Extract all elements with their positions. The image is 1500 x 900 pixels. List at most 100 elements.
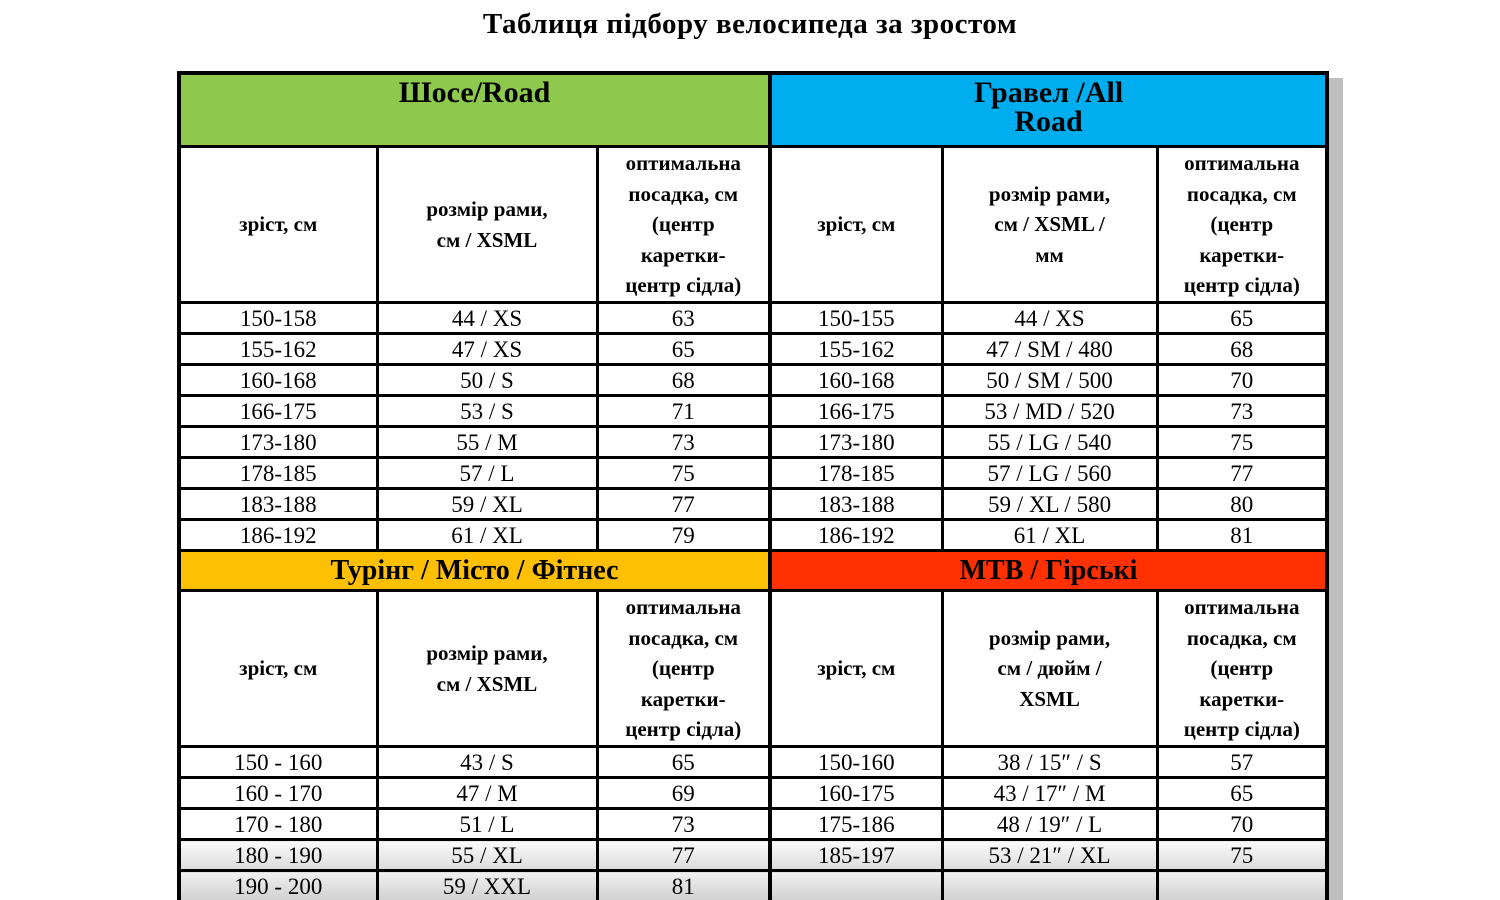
section-header-mtb: MTB / Гірські [768,549,1329,592]
table-row: 155-162 47 / XS 65 155-162 47 / SM / 480 68 [177,332,1329,366]
table-cell: 59 / XL [375,487,599,521]
table-cell: 43 / 17″ / M [940,776,1159,810]
table-row: 180 - 190 55 / XL 77 185-197 53 / 21″ / XL 75 [177,838,1329,872]
table-cell: 55 / M [375,425,599,459]
table-row: 150-158 44 / XS 63 150-155 44 / XS 65 [177,301,1329,335]
table-cell: 65 [595,745,772,779]
table-cell: 160-168 [177,363,379,397]
table-cell: 51 / L [375,807,599,841]
table-cell: 160-175 [768,776,944,810]
bike-size-table: Шосе/Road Гравел /All Road зріст, см роз… [177,71,1330,900]
table-cell: 48 / 19″ / L [940,807,1159,841]
col-header-touring-fit: оптимальна посадка, см (центр каретки- ц… [595,589,772,748]
col-header-touring-frame: розмір рами, см / XSML [375,589,599,748]
table-cell: 80 [1155,487,1329,521]
table-cell [1155,869,1329,900]
table-row: 178-185 57 / L 75 178-185 57 / LG / 560 77 [177,456,1329,490]
table-cell: 71 [595,394,772,428]
table-cell: 79 [595,518,772,552]
table-cell: 59 / XXL [375,869,599,900]
page-title: Таблиця підбору велосипеда за зростом [482,8,1018,40]
table-cell: 77 [1155,456,1329,490]
table-cell: 44 / XS [940,301,1159,335]
table-cell: 73 [595,807,772,841]
table-row: 183-188 59 / XL 77 183-188 59 / XL / 580 80 [177,487,1329,521]
table-cell: 63 [595,301,772,335]
table-cell: 75 [1155,425,1329,459]
table-row: 170 - 180 51 / L 73 175-186 48 / 19″ / L 70 [177,807,1329,841]
col-header-road-frame: розмір рами, см / XSML [375,145,599,304]
column-header-row-top: зріст, см розмір рами, см / XSML оптимал… [177,145,1329,304]
col-header-gravel-fit: оптимальна посадка, см (центр каретки- ц… [1155,145,1329,304]
table-row: 186-192 61 / XL 79 186-192 61 / XL 81 [177,518,1329,552]
table-cell: 160 - 170 [177,776,379,810]
col-header-mtb-frame: розмір рами, см / дюйм / XSML [940,589,1159,748]
table-cell: 166-175 [177,394,379,428]
table-cell: 53 / MD / 520 [940,394,1159,428]
col-header-gravel-height: зріст, см [768,145,944,304]
table-cell: 77 [595,487,772,521]
table-cell: 166-175 [768,394,944,428]
table-row: 150 - 160 43 / S 65 150-160 38 / 15″ / S 57 [177,745,1329,779]
table-cell: 183-188 [177,487,379,521]
table-cell: 180 - 190 [177,838,379,872]
table-cell: 178-185 [768,456,944,490]
section-header-road: Шосе/Road [177,71,772,148]
table-cell: 155-162 [768,332,944,366]
table-cell: 155-162 [177,332,379,366]
table-cell: 73 [595,425,772,459]
table-cell: 160-168 [768,363,944,397]
table-cell: 50 / SM / 500 [940,363,1159,397]
col-header-mtb-height: зріст, см [768,589,944,748]
table-cell: 47 / XS [375,332,599,366]
table-cell: 55 / LG / 540 [940,425,1159,459]
table-cell: 69 [595,776,772,810]
col-header-touring-height: зріст, см [177,589,379,748]
col-header-mtb-fit: оптимальна посадка, см (центр каретки- ц… [1155,589,1329,748]
table-row: 166-175 53 / S 71 166-175 53 / MD / 520 73 [177,394,1329,428]
table-cell: 47 / SM / 480 [940,332,1159,366]
table-cell: 57 [1155,745,1329,779]
bottom-section-rows: 150 - 160 43 / S 65 150-160 38 / 15″ / S 57 16… [177,745,1329,900]
table-cell: 68 [1155,332,1329,366]
table-cell: 81 [1155,518,1329,552]
table-cell: 190 - 200 [177,869,379,900]
table-cell [768,869,944,900]
col-header-road-height: зріст, см [177,145,379,304]
table-cell: 173-180 [177,425,379,459]
category-row-top: Шосе/Road Гравел /All Road [177,71,1329,148]
top-section-rows: 150-158 44 / XS 63 150-155 44 / XS 65 155-162 4… [177,301,1329,552]
table-cell: 61 / XL [375,518,599,552]
table-row: 160 - 170 47 / M 69 160-175 43 / 17″ / M 65 [177,776,1329,810]
table-row: 160-168 50 / S 68 160-168 50 / SM / 500 70 [177,363,1329,397]
category-row-bottom: Турінг / Місто / Фітнес MTB / Гірські [177,549,1329,592]
table-cell: 170 - 180 [177,807,379,841]
table-cell: 178-185 [177,456,379,490]
table-cell: 59 / XL / 580 [940,487,1159,521]
table-cell: 47 / M [375,776,599,810]
table-cell: 75 [595,456,772,490]
table-row: 173-180 55 / M 73 173-180 55 / LG / 540 75 [177,425,1329,459]
table-cell: 150 - 160 [177,745,379,779]
table-cell: 150-155 [768,301,944,335]
table-cell: 68 [595,363,772,397]
table-cell: 65 [1155,301,1329,335]
section-header-touring: Турінг / Місто / Фітнес [177,549,772,592]
table-cell: 150-158 [177,301,379,335]
table-cell: 150-160 [768,745,944,779]
size-table-wrapper: Шосе/Road Гравел /All Road зріст, см роз… [177,71,1330,900]
table-cell: 38 / 15″ / S [940,745,1159,779]
section-header-gravel: Гравел /All Road [768,71,1329,148]
table-cell: 53 / 21″ / XL [940,838,1159,872]
table-cell: 186-192 [177,518,379,552]
table-cell: 50 / S [375,363,599,397]
table-cell: 175-186 [768,807,944,841]
table-cell: 53 / S [375,394,599,428]
table-cell: 43 / S [375,745,599,779]
table-cell [940,869,1159,900]
col-header-gravel-frame: розмір рами, см / XSML / мм [940,145,1159,304]
table-cell: 77 [595,838,772,872]
table-cell: 44 / XS [375,301,599,335]
table-cell: 185-197 [768,838,944,872]
